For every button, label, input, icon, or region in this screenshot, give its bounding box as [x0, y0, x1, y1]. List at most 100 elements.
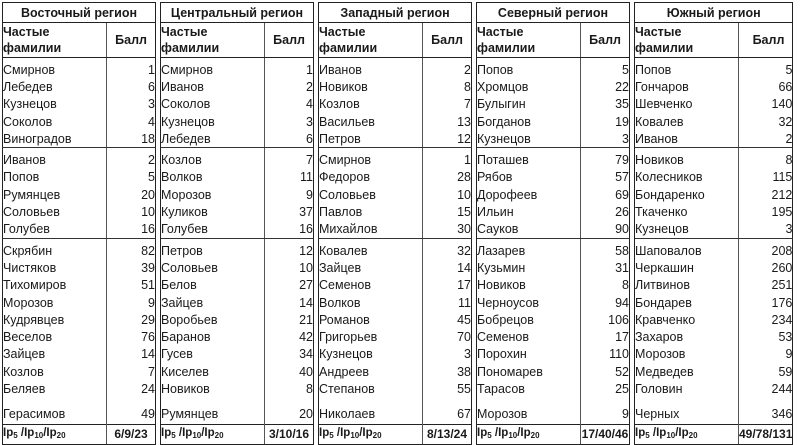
score-cell: 1 — [264, 57, 314, 79]
surname-cell: Соловьев — [160, 259, 265, 277]
score-cell: 69 — [580, 186, 630, 204]
score-cell: 12 — [422, 130, 472, 149]
surname-cell: Кузнецов — [2, 95, 107, 113]
header-line-1: Частые — [3, 25, 50, 39]
surname-cell: Степанов — [318, 380, 423, 398]
surname-cell: Кудрявцев — [2, 311, 107, 329]
score-cell: 115 — [738, 168, 794, 187]
score-cell: 40 — [264, 363, 314, 381]
table-row: Кудрявцев 29 Воробьев 21 Романов 45 Бобрецов 10… — [2, 311, 794, 329]
table-row: Зайцев 14 Гусев 34 Кузнецов 3 Порохин 110 Морозо… — [2, 345, 794, 364]
surname-cell: Романов — [318, 311, 423, 329]
surname-cell: Смирнов — [2, 57, 107, 79]
surname-column-header: Частые фамилии — [634, 22, 739, 58]
score-cell: 38 — [422, 363, 472, 381]
surname-cell: Лебедев — [160, 130, 265, 149]
score-cell: 16 — [264, 220, 314, 239]
surname-cell: Хромцов — [476, 78, 581, 96]
surname-cell: Голубев — [2, 220, 107, 239]
table-row: Лебедев 6 Иванов 2 Новиков 8 Хромцов 22 Гончаров… — [2, 78, 794, 96]
surname-cell: Григорьев — [318, 328, 423, 346]
score-cell: 25 — [580, 380, 630, 398]
surname-cell: Литвинов — [634, 276, 739, 294]
score-cell: 31 — [580, 259, 630, 277]
score-cell: 20 — [106, 186, 156, 204]
surname-cell: Белов — [160, 276, 265, 294]
table-row: Голубев 16 Голубев 16 Михайлов 30 Сауков 90 Кузн… — [2, 220, 794, 239]
region-header-row: Восточный регион Центральный регион Западн… — [2, 2, 794, 23]
table-row: Иванов 2 Козлов 7 Смирнов 1 Поташев 79 Новиков 8 — [2, 147, 794, 169]
score-cell: 244 — [738, 380, 794, 398]
table-row: Кузнецов 3 Соколов 4 Козлов 7 Булыгин 35 Шевченк… — [2, 95, 794, 113]
surname-cell: Кузнецов — [318, 345, 423, 364]
score-cell: 8 — [264, 380, 314, 398]
score-cell: 39 — [106, 259, 156, 277]
header-line-1: Частые — [319, 25, 366, 39]
table-row: Козлов 7 Киселев 40 Андреев 38 Пономарев 52 Медв… — [2, 363, 794, 381]
header-line-1: Частые — [161, 25, 208, 39]
score-cell: 6 — [106, 78, 156, 96]
score-cell: 22 — [580, 78, 630, 96]
score-cell: 76 — [106, 328, 156, 346]
score-cell: 17 — [422, 276, 472, 294]
score-cell: 27 — [264, 276, 314, 294]
surname-cell: Лазарев — [476, 238, 581, 260]
surname-cell: Смирнов — [160, 57, 265, 79]
surname-cell: Веселов — [2, 328, 107, 346]
score-cell: 32 — [738, 112, 794, 131]
surname-cell: Соколов — [160, 95, 265, 113]
header-line-1: Частые — [477, 25, 524, 39]
surname-cell: Ковалев — [318, 238, 423, 260]
surname-cell: Черноусов — [476, 293, 581, 312]
score-cell: 49 — [106, 397, 156, 425]
surname-cell: Колесников — [634, 168, 739, 187]
header-line-2: фамилии — [3, 41, 62, 55]
surname-cell: Кузьмин — [476, 259, 581, 277]
score-cell: 20 — [264, 397, 314, 425]
surname-cell: Морозов — [476, 397, 581, 425]
surname-cell: Тарасов — [476, 380, 581, 398]
surname-cell: Лебедев — [2, 78, 107, 96]
surname-cell: Черных — [634, 397, 739, 425]
surname-cell: Кузнецов — [160, 112, 265, 131]
score-cell: 3 — [264, 112, 314, 131]
header-line-2: фамилии — [635, 41, 694, 55]
surname-cell: Кузнецов — [634, 220, 739, 239]
surname-cell: Баранов — [160, 328, 265, 346]
surname-cell: Гусев — [160, 345, 265, 364]
score-cell: 28 — [422, 168, 472, 187]
table-row: Виноградов 18 Лебедев 6 Петров 12 Кузнецов 3 Ива… — [2, 130, 794, 149]
score-cell: 5 — [580, 57, 630, 79]
surname-cell: Герасимов — [2, 397, 107, 425]
score-cell: 2 — [738, 130, 794, 149]
score-cell: 10 — [422, 186, 472, 204]
score-cell: 34 — [264, 345, 314, 364]
score-cell: 10 — [264, 259, 314, 277]
footer-index-value: 17/40/46 — [580, 423, 630, 445]
score-cell: 3 — [580, 130, 630, 149]
surname-cell: Петров — [318, 130, 423, 149]
score-cell: 14 — [264, 293, 314, 312]
score-column-header: Балл — [580, 22, 630, 58]
surname-cell: Васильев — [318, 112, 423, 131]
surname-cell: Иванов — [2, 147, 107, 169]
score-column-header: Балл — [422, 22, 472, 58]
footer-index-value: 8/13/24 — [422, 423, 472, 445]
surname-cell: Ковалев — [634, 112, 739, 131]
surname-cell: Захаров — [634, 328, 739, 346]
table-row: Соколов 4 Кузнецов 3 Васильев 13 Богданов 19 Ков… — [2, 112, 794, 131]
score-cell: 1 — [106, 57, 156, 79]
score-cell: 4 — [264, 95, 314, 113]
footer-index-label: Ip5 /Ip10/Ip20 — [318, 423, 423, 445]
surname-cell: Богданов — [476, 112, 581, 131]
score-cell: 58 — [580, 238, 630, 260]
score-cell: 42 — [264, 328, 314, 346]
surname-cell: Зайцев — [318, 259, 423, 277]
score-cell: 3 — [106, 95, 156, 113]
table-row: Беляев 24 Новиков 8 Степанов 55 Тарасов 25 Голов… — [2, 380, 794, 398]
score-cell: 94 — [580, 293, 630, 312]
surname-cell: Федоров — [318, 168, 423, 187]
score-cell: 6 — [264, 130, 314, 149]
score-cell: 5 — [738, 57, 794, 79]
surname-cell: Попов — [476, 57, 581, 79]
